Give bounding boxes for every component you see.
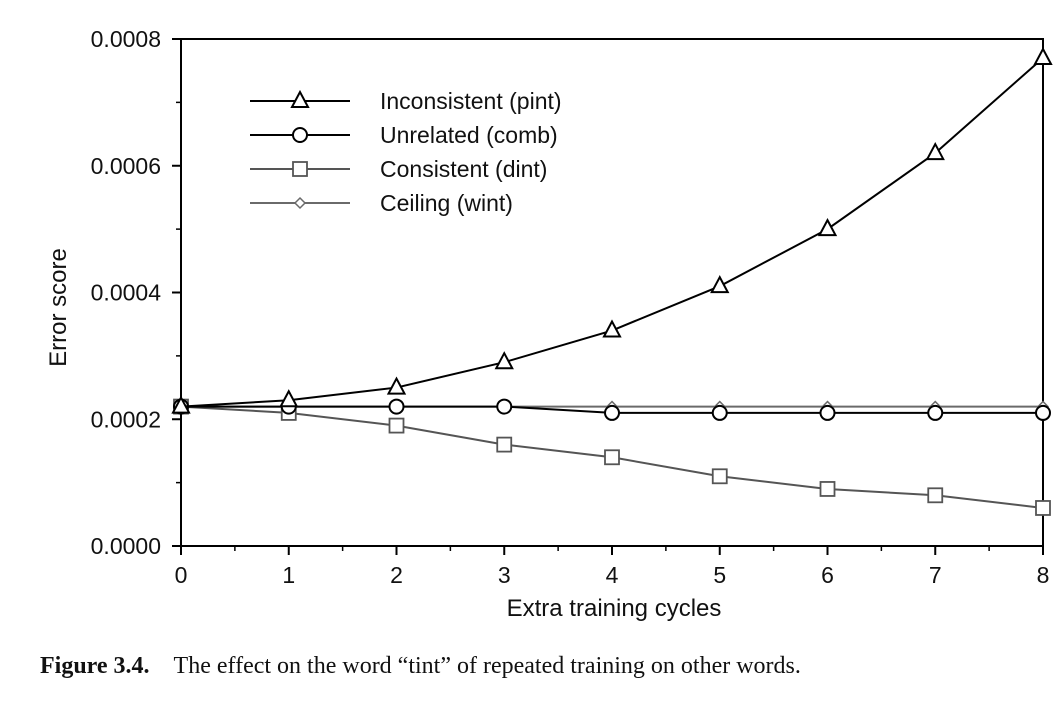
- series-square: [173, 398, 1051, 516]
- y-tick-label: 0.0008: [91, 26, 161, 52]
- data-point-triangle: [171, 395, 191, 414]
- chart-series: [171, 46, 1053, 516]
- y-tick-label: 0.0006: [91, 153, 161, 179]
- x-tick-label: 3: [498, 562, 511, 588]
- data-point-circle: [711, 404, 728, 421]
- plot-frame: [180, 38, 1044, 547]
- x-axis-title: Extra training cycles: [507, 595, 722, 622]
- y-tick-label: 0.0002: [91, 406, 161, 432]
- legend-item: Unrelated (comb): [250, 122, 558, 148]
- x-tick-label: 6: [821, 562, 834, 588]
- legend-item: Ceiling (wint): [250, 190, 513, 216]
- data-point-triangle: [386, 376, 407, 395]
- data-point-square: [292, 161, 308, 177]
- legend-item: Inconsistent (pint): [250, 88, 562, 114]
- x-tick-label: 2: [390, 562, 403, 588]
- caption-text: The effect on the word “tint” of repeate…: [173, 653, 801, 679]
- data-point-square: [819, 481, 836, 497]
- y-axis-title: Error score: [45, 248, 72, 367]
- x-tick-label: 7: [929, 562, 942, 588]
- data-point-triangle: [1033, 46, 1053, 66]
- x-tick-label: 4: [606, 562, 619, 588]
- data-point-diamond: [293, 196, 307, 210]
- y-tick-label: 0.0000: [91, 533, 161, 559]
- caption-label: Figure 3.4.: [40, 653, 150, 679]
- x-tick-label: 8: [1037, 562, 1050, 588]
- data-point-circle: [496, 398, 513, 415]
- data-point-triangle: [279, 389, 299, 408]
- data-point-triangle: [925, 141, 945, 161]
- data-point-triangle: [817, 218, 838, 237]
- x-tick-label: 5: [713, 562, 726, 588]
- legend-label: Consistent (dint): [380, 156, 547, 182]
- data-point-circle: [1035, 404, 1051, 421]
- y-tick-label: 0.0004: [91, 280, 162, 306]
- legend-label: Unrelated (comb): [380, 122, 558, 148]
- data-point-square: [927, 487, 944, 504]
- legend-label: Inconsistent (pint): [380, 88, 562, 114]
- data-point-triangle: [290, 89, 310, 108]
- series-line: [180, 57, 1044, 408]
- data-point-square: [1035, 500, 1051, 516]
- data-point-square: [496, 436, 513, 453]
- legend-label: Ceiling (wint): [380, 190, 513, 216]
- data-point-circle: [388, 398, 405, 415]
- chart-legend: Inconsistent (pint) Unrelated (comb) Consi…: [250, 88, 562, 216]
- data-point-circle: [819, 404, 836, 421]
- data-point-square: [711, 468, 728, 485]
- legend-item: Consistent (dint): [250, 156, 547, 182]
- data-point-circle: [927, 404, 944, 421]
- data-point-circle: [604, 404, 620, 421]
- x-tick-label: 0: [175, 562, 188, 588]
- data-point-circle: [292, 127, 308, 143]
- series-triangle: [171, 46, 1053, 414]
- data-point-triangle: [710, 275, 730, 294]
- figure-caption: Figure 3.4. The effect on the word “tint”…: [40, 653, 1040, 680]
- data-point-triangle: [602, 319, 622, 338]
- chart-axes: 0 1 2 3 4 5 6 7 8 0.0000 0.0002 0.0004 0.0006 0.0008 E…: [45, 26, 1049, 622]
- data-point-triangle: [494, 351, 514, 370]
- data-point-square: [604, 449, 620, 466]
- x-tick-label: 1: [282, 562, 295, 588]
- data-point-square: [388, 417, 405, 434]
